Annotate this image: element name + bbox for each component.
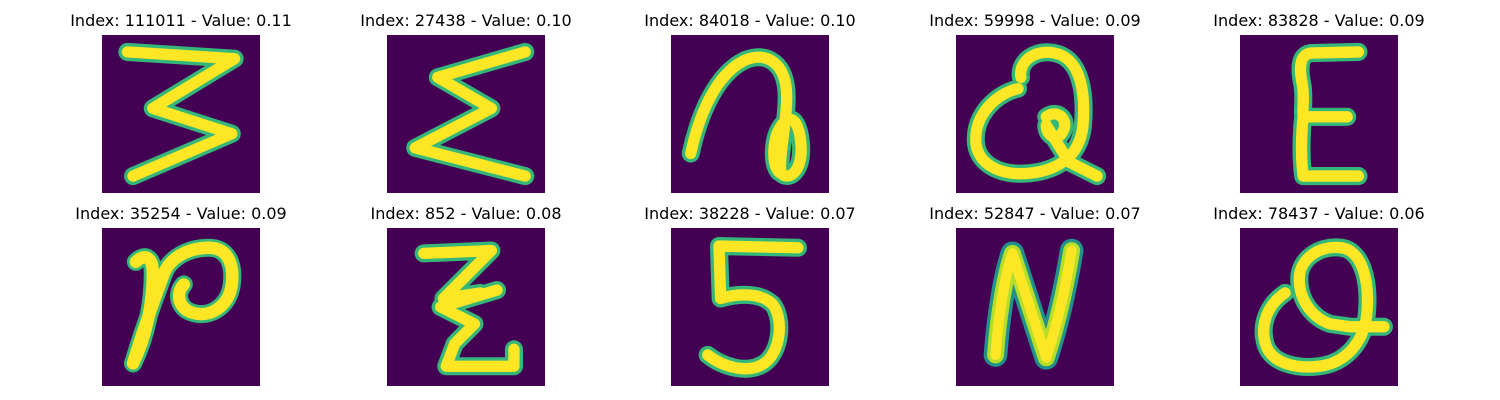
glyph-stroke-core (126, 241, 239, 370)
grid-panel-9: Index: 52847 - Value: 0.07 (905, 203, 1165, 393)
glyph-image (102, 35, 260, 193)
glyph-stroke-core (970, 46, 1103, 182)
panel-title: Index: 52847 - Value: 0.07 (929, 204, 1141, 223)
grid-panel-5: Index: 83828 - Value: 0.09 (1189, 10, 1449, 200)
glyph-image (1240, 35, 1398, 193)
glyph-stroke-core (418, 244, 520, 372)
glyph-loop-arch (671, 35, 829, 193)
glyph-image (102, 228, 260, 386)
grid-panel-10: Index: 78437 - Value: 0.06 (1189, 203, 1449, 393)
glyph-image (671, 228, 829, 386)
panel-title: Index: 852 - Value: 0.08 (370, 204, 562, 223)
panel-title: Index: 111011 - Value: 0.11 (70, 11, 292, 30)
glyph-stroke-core (409, 46, 531, 182)
glyph-image (956, 35, 1114, 193)
glyph-image (1240, 228, 1398, 386)
glyph-e-like (1240, 35, 1398, 193)
glyph-stroke-core (1294, 46, 1365, 182)
glyph-image (671, 35, 829, 193)
grid-panel-3: Index: 84018 - Value: 0.10 (620, 10, 880, 200)
grid-panel-8: Index: 38228 - Value: 0.07 (620, 203, 880, 393)
panel-title: Index: 59998 - Value: 0.09 (929, 11, 1141, 30)
panel-title: Index: 27438 - Value: 0.10 (360, 11, 572, 30)
glyph-n (956, 228, 1114, 386)
grid-panel-6: Index: 35254 - Value: 0.09 (51, 203, 311, 393)
glyph-3-like (102, 35, 260, 193)
panel-title: Index: 84018 - Value: 0.10 (644, 11, 856, 30)
glyph-image (956, 228, 1114, 386)
glyph-stroke-core (685, 51, 807, 182)
glyph-5 (671, 228, 829, 386)
panel-title: Index: 35254 - Value: 0.09 (75, 204, 287, 223)
glyph-stroke-core (121, 46, 241, 182)
grid-panel-2: Index: 27438 - Value: 0.10 (336, 10, 596, 200)
glyph-image (387, 35, 545, 193)
panel-title: Index: 83828 - Value: 0.09 (1213, 11, 1425, 30)
grid-panel-1: Index: 111011 - Value: 0.11 (51, 10, 311, 200)
grid-panel-4: Index: 59998 - Value: 0.09 (905, 10, 1165, 200)
glyph-stroke-core (1258, 241, 1390, 373)
panel-title: Index: 38228 - Value: 0.07 (644, 204, 856, 223)
panel-title: Index: 78437 - Value: 0.06 (1213, 204, 1425, 223)
glyph-sigma-like (387, 35, 545, 193)
glyph-q-like (956, 35, 1114, 193)
glyph-z-crossbar (387, 228, 545, 386)
glyph-image (387, 228, 545, 386)
glyph-p-like (102, 228, 260, 386)
glyph-stroke-core (702, 240, 804, 375)
glyph-stroke-core (990, 245, 1077, 363)
grid-panel-7: Index: 852 - Value: 0.08 (336, 203, 596, 393)
glyph-q-like-2 (1240, 228, 1398, 386)
